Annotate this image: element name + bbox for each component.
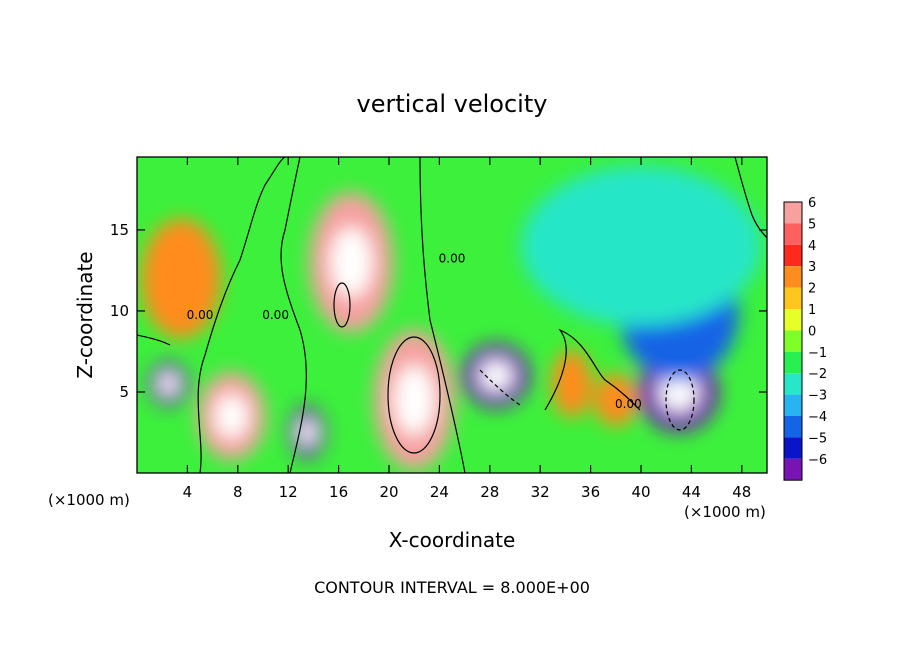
field-feature-core (479, 359, 514, 392)
y-tick-label: 5 (119, 383, 129, 401)
x-tick-label: 24 (430, 483, 449, 501)
velocity-field (141, 166, 761, 471)
x-tick-label: 44 (682, 483, 701, 501)
colorbar-swatch (784, 244, 802, 267)
colorbar-swatch (784, 309, 802, 331)
x-tick-label: 12 (279, 483, 298, 501)
contour-labels: 0.00 0.00 0.00 0.00 (187, 251, 642, 411)
field-feature (593, 374, 638, 427)
x-unit-label-left: (×1000 m) (48, 491, 130, 509)
colorbar-frame (783, 201, 803, 481)
colorbar-tick-label: 1 (808, 303, 816, 318)
x-tick-label: 48 (732, 483, 751, 501)
colorbar-tick-label: 0 (808, 324, 816, 339)
plot-frame (136, 156, 768, 474)
field-feature-core (214, 394, 249, 439)
contour-lines (137, 157, 767, 473)
x-tick-label: 32 (531, 483, 550, 501)
colorbar-swatch (784, 373, 802, 395)
x-tick-label: 36 (581, 483, 600, 501)
contour-zero-right (544, 328, 641, 411)
x-tick-label: 40 (631, 483, 650, 501)
x-tick-label: 8 (233, 483, 243, 501)
colorbar-swatch (784, 351, 802, 374)
contour-label: 0.00 (615, 397, 642, 411)
x-tick-label: 16 (329, 483, 348, 501)
colorbar-tick-label: 6 (808, 196, 816, 211)
field-feature-core (658, 371, 699, 412)
field-feature-core (298, 419, 317, 446)
colorbar-tick-label: −4 (808, 410, 827, 425)
x-tick-label: 28 (480, 483, 499, 501)
colorbar-tick-label: 2 (808, 282, 816, 297)
colorbar-swatch (784, 202, 802, 224)
y-tick-label: 10 (110, 302, 129, 320)
colorbar-swatch (784, 394, 802, 416)
colorbar-tick-label: −1 (808, 346, 827, 361)
colorbar-swatch (784, 437, 802, 459)
colorbar-swatch (784, 287, 802, 309)
contour-negative-right-cell (665, 369, 695, 431)
colorbar-swatch (784, 266, 802, 288)
contour-zero-left (197, 157, 286, 473)
contour-label: 0.00 (187, 308, 214, 322)
colorbar-tick-label: −3 (808, 389, 827, 404)
x-axis: 4 8 12 16 20 24 28 32 36 40 44 48 (183, 157, 751, 501)
colorbar-swatch (784, 223, 802, 245)
contour-zero-center (419, 157, 466, 473)
field-feature (521, 166, 761, 327)
colorbar-swatch (784, 416, 802, 438)
x-tick-label: 4 (183, 483, 193, 501)
y-axis: 5 10 15 (110, 221, 767, 401)
field-feature-core (330, 227, 373, 298)
colorbar: 6 5 4 3 2 1 0 −1 −2 −3 −4 −5 −6 (783, 196, 827, 481)
x-tick-label: 20 (379, 483, 398, 501)
colorbar-tick-label: −2 (808, 367, 827, 382)
colorbar-tick-label: 5 (808, 217, 816, 232)
contour-label: 0.00 (262, 308, 289, 322)
colorbar-swatch (784, 458, 802, 481)
field-feature-core (394, 365, 435, 436)
y-axis-label: Z-coordinate (73, 251, 97, 378)
x-unit-label-right: (×1000 m) (684, 503, 766, 521)
contour-zero-left-edge (137, 334, 171, 346)
contour-label: 0.00 (439, 251, 466, 265)
contour-positive-upper (333, 282, 351, 328)
field-feature (551, 349, 592, 418)
field-feature (141, 218, 222, 339)
colorbar-tick-label: −6 (808, 453, 827, 468)
contour-interval-note: CONTOUR INTERVAL = 8.000E+00 (314, 578, 590, 597)
y-tick-label: 15 (110, 221, 129, 239)
field-feature-core (158, 372, 179, 395)
contour-zero-top-right (734, 157, 767, 239)
colorbar-tick-label: 4 (808, 239, 816, 254)
chart-title: vertical velocity (357, 90, 548, 118)
x-axis-label: X-coordinate (389, 528, 516, 552)
contour-positive-center (387, 336, 441, 454)
colorbar-tick-label: −5 (808, 431, 827, 446)
colorbar-swatch (784, 330, 802, 352)
contour-zero-mid (280, 157, 307, 473)
colorbar-tick-label: 3 (808, 260, 816, 275)
